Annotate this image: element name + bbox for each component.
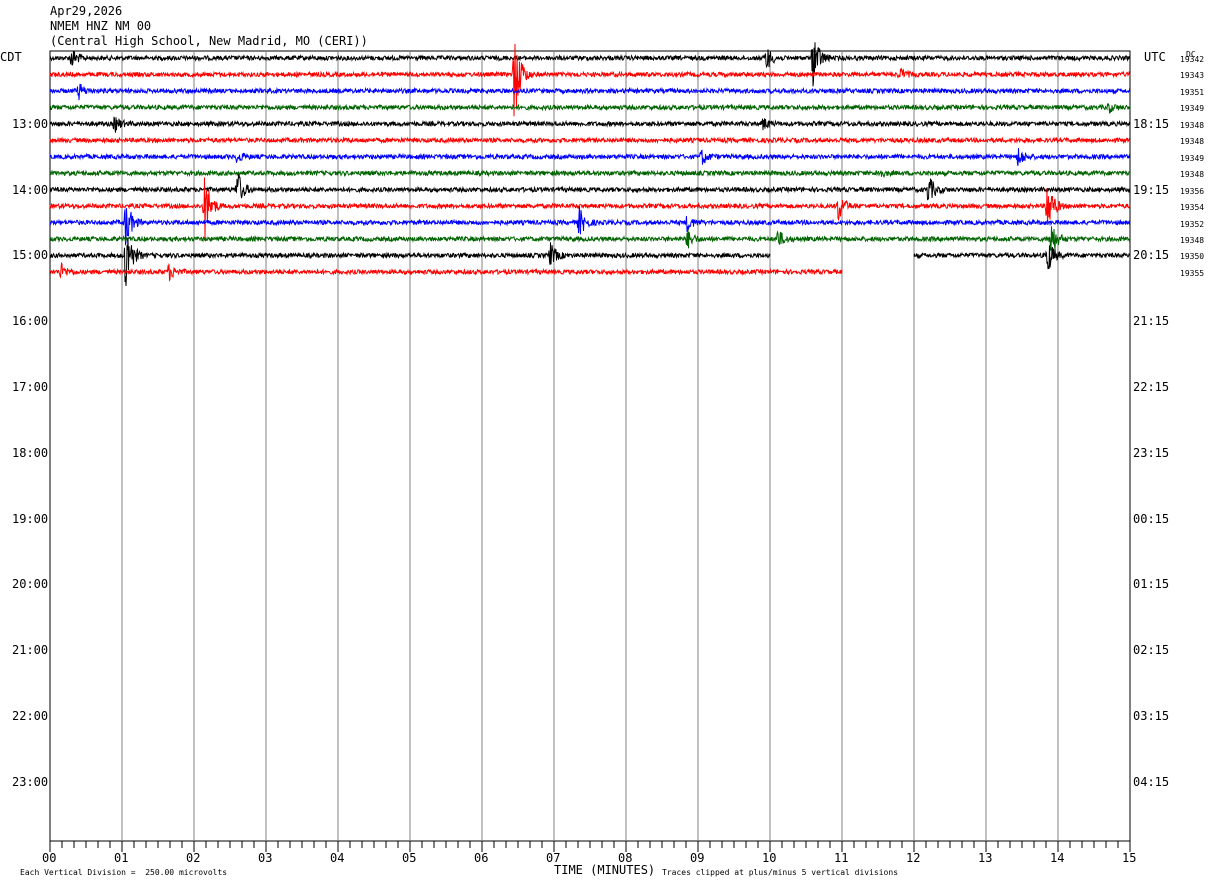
dc-offset-label: 19355 [1180, 268, 1205, 278]
left-hour-label: 17:00 [12, 380, 49, 394]
trace-11-seg-0 [49, 226, 1131, 251]
plot-frame [49, 50, 1131, 842]
x-tick-label: 07 [546, 851, 561, 865]
x-tick-label: 06 [474, 851, 489, 865]
trace-4-seg-0 [49, 116, 1131, 133]
dc-offset-label: 19348 [1180, 170, 1205, 180]
x-tick-label: 03 [258, 851, 273, 865]
trace-5-seg-0 [49, 136, 1130, 145]
x-tick-label: 10 [762, 851, 777, 865]
right-hour-label: 19:15 [1133, 182, 1170, 197]
x-tick-label: 14 [1050, 851, 1065, 865]
dc-offset-label: 19354 [1180, 203, 1205, 213]
x-tick-label: 09 [690, 851, 705, 865]
dc-offset-label: 19350 [1180, 252, 1205, 262]
dc-header-label: DC [1186, 50, 1196, 59]
x-tick-label: 13 [978, 851, 993, 865]
right-hour-label: 18:15 [1133, 116, 1170, 131]
left-hour-label: 13:00 [12, 116, 49, 131]
right-hour-label: 00:15 [1133, 511, 1170, 526]
trace-0-seg-0 [49, 42, 1131, 87]
x-tick-label: 08 [618, 851, 633, 865]
x-tick-label: 01 [114, 851, 129, 865]
left-hour-label: 23:00 [12, 774, 49, 789]
right-hour-label: 03:15 [1133, 709, 1170, 723]
dc-offset-label: 19352 [1180, 219, 1205, 229]
header-location: (Central High School, New Madrid, MO (CE… [50, 34, 368, 48]
dc-offset-label: 19348 [1180, 137, 1205, 147]
left-hour-label: 15:00 [12, 248, 49, 263]
right-hour-label: 23:15 [1133, 445, 1170, 460]
clip-note: Traces clipped at plus/minus 5 vertical … [662, 868, 899, 877]
x-tick-label: 15 [1122, 851, 1137, 865]
trace-1-seg-0 [49, 43, 1131, 117]
trace-2-seg-0 [49, 83, 1131, 101]
dc-offset-label: 19349 [1180, 104, 1205, 114]
trace-7-seg-0 [49, 169, 1130, 179]
x-tick-label: 12 [906, 851, 921, 865]
trace-3-seg-0 [49, 102, 1131, 114]
left-hour-label: 20:00 [12, 577, 49, 592]
left-hour-label: 21:00 [12, 643, 49, 658]
left-hour-label: 22:00 [12, 709, 49, 723]
x-tick-label: 05 [402, 851, 417, 865]
x-tick-label: 11 [834, 851, 849, 865]
header-date: Apr29,2026 [50, 4, 123, 18]
right-hour-label: 01:15 [1133, 577, 1170, 592]
trace-6-seg-0 [49, 148, 1130, 166]
right-hour-label: 02:15 [1133, 643, 1170, 658]
left-hour-label: 18:00 [12, 445, 49, 460]
dc-offset-label: 19356 [1180, 186, 1205, 196]
header-station: NMEM HNZ NM 00 [50, 19, 152, 33]
dc-offset-label: 19351 [1180, 87, 1205, 97]
trace-8-seg-0 [49, 174, 1131, 201]
trace-12-seg-0 [49, 237, 771, 287]
x-tick-label: 04 [330, 851, 345, 865]
left-hour-label: 19:00 [12, 511, 49, 526]
x-tick-label: 00 [42, 851, 57, 865]
left-hour-label: 14:00 [12, 182, 49, 197]
dc-offset-label: 19342 [1180, 55, 1205, 64]
dc-offset-label: 19348 [1180, 120, 1205, 130]
x-axis-title: TIME (MINUTES) [554, 863, 656, 877]
right-hour-label: 04:15 [1133, 774, 1170, 789]
trace-10-seg-0 [49, 206, 1131, 246]
left-timezone-label: CDT [0, 50, 22, 64]
trace-9-seg-0 [49, 177, 1131, 242]
right-hour-label: 22:15 [1133, 380, 1170, 394]
right-timezone-label: UTC [1144, 50, 1166, 64]
right-hour-label: 20:15 [1133, 248, 1170, 263]
dc-offset-label: 19349 [1180, 153, 1205, 163]
dc-offset-label: 19343 [1180, 71, 1205, 81]
x-tick-label: 02 [186, 851, 201, 865]
trace-13-seg-0 [49, 261, 843, 283]
left-hour-label: 16:00 [12, 314, 49, 329]
dc-offset-label: 19348 [1180, 235, 1205, 245]
scale-note: Each Vertical Division = 250.00 microvol… [20, 868, 228, 877]
trace-12-seg-1 [913, 245, 1131, 270]
right-hour-label: 21:15 [1133, 314, 1170, 329]
